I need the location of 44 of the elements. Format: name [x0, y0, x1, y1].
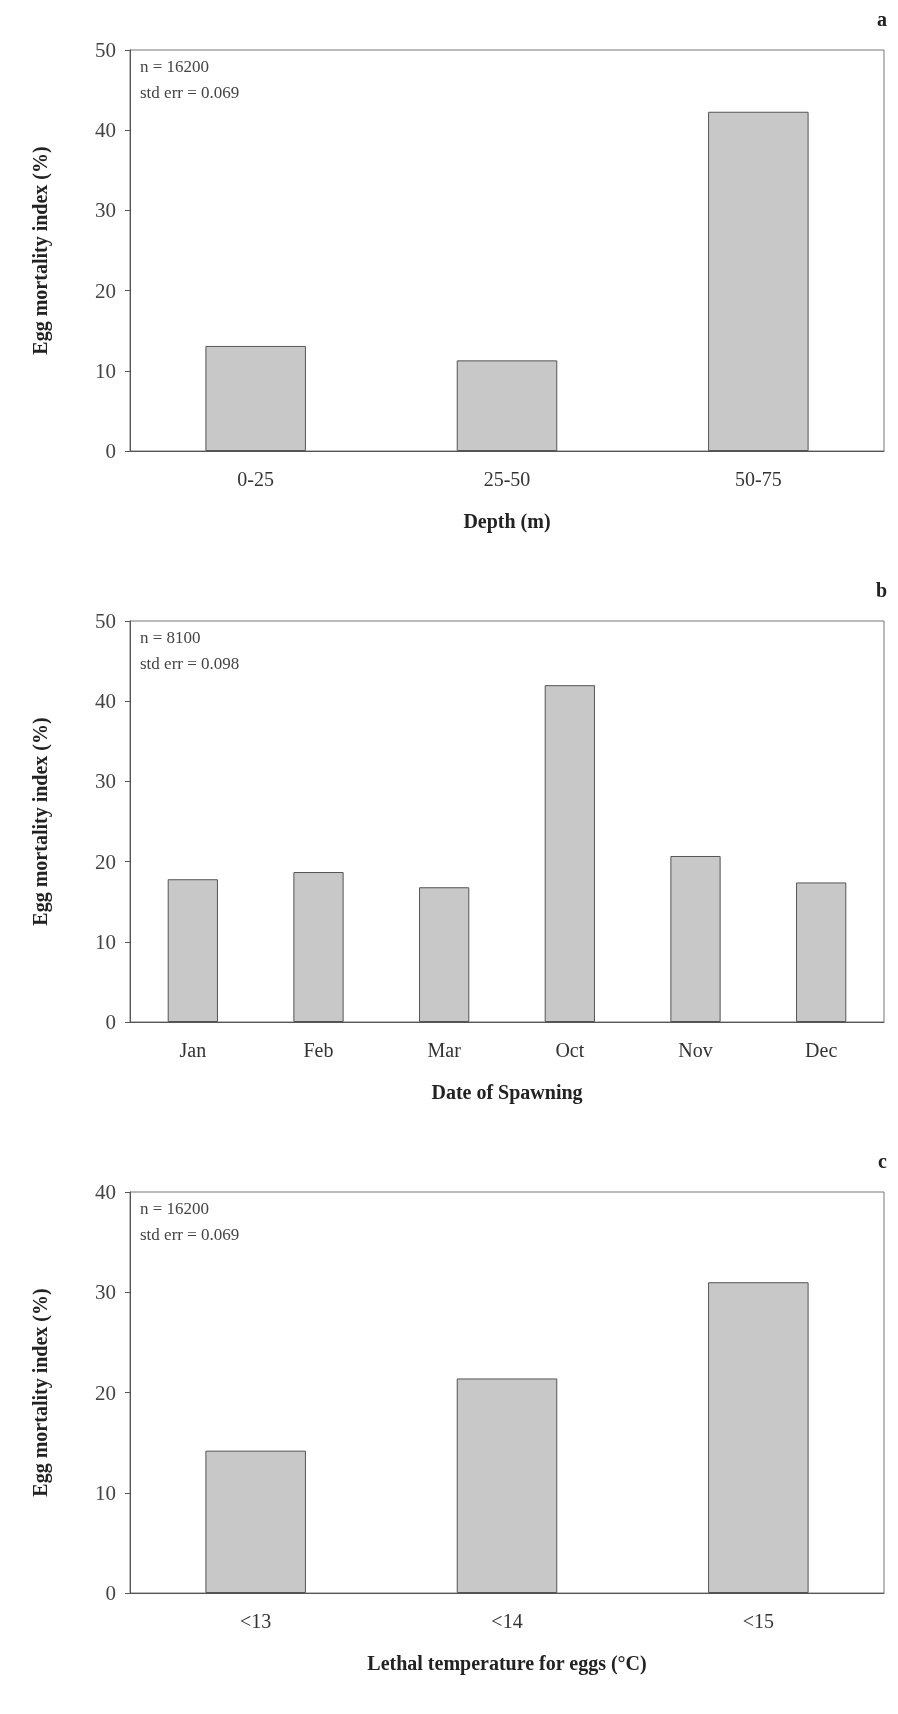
y-axis-title: Egg mortality index (%)	[29, 1288, 52, 1497]
x-axis-title: Depth (m)	[463, 510, 551, 533]
y-tick-label: 30	[95, 1280, 116, 1305]
y-tick-label: 10	[95, 1480, 116, 1505]
x-tick-label: Oct	[555, 1039, 585, 1061]
y-tick-label: 10	[95, 929, 116, 954]
x-tick-label: <14	[491, 1610, 523, 1632]
x-tick-label: <15	[742, 1610, 774, 1632]
y-tick-label: 50	[95, 609, 116, 633]
x-tick-label: Mar	[427, 1039, 462, 1061]
x-tick-label: 50-75	[735, 468, 782, 490]
x-axis-title: Lethal temperature for eggs (°C)	[367, 1652, 647, 1675]
y-tick-label: 40	[95, 689, 116, 714]
y-tick-label: 20	[95, 278, 116, 303]
x-axis-title: Date of Spawning	[431, 1081, 583, 1104]
x-tick-label: Dec	[805, 1039, 838, 1061]
y-tick-label: 20	[95, 849, 116, 874]
annotation: std err = 0.069	[140, 83, 240, 102]
y-tick-label: 10	[95, 358, 116, 383]
x-tick-label: Feb	[303, 1039, 334, 1061]
y-tick-label: 50	[95, 38, 116, 62]
x-tick-label: <13	[240, 1610, 272, 1632]
x-tick-label: Nov	[678, 1039, 713, 1061]
y-tick-label: 40	[95, 1180, 116, 1204]
y-tick-label: 0	[105, 439, 116, 463]
y-tick-label: 30	[95, 198, 116, 223]
x-tick-label: 25-50	[483, 468, 531, 490]
y-axis-title: Egg mortality index (%)	[29, 717, 52, 926]
annotation: std err = 0.069	[140, 1225, 240, 1244]
y-tick-label: 0	[105, 1010, 116, 1034]
y-tick-label: 40	[95, 118, 116, 143]
chart-title: b	[875, 579, 887, 601]
annotation: n = 8100	[140, 628, 201, 647]
x-tick-label: Jan	[179, 1039, 207, 1061]
y-tick-label: 20	[95, 1380, 116, 1405]
annotation: n = 16200	[140, 57, 210, 76]
y-tick-label: 0	[105, 1581, 116, 1605]
y-tick-label: 30	[95, 769, 116, 794]
y-axis-title: Egg mortality index (%)	[29, 146, 52, 355]
annotation: n = 16200	[140, 1199, 210, 1218]
annotation: std err = 0.098	[140, 654, 240, 673]
x-tick-label: 0-25	[237, 468, 274, 490]
chart-title: c	[878, 1150, 888, 1172]
chart-title: a	[877, 8, 887, 30]
